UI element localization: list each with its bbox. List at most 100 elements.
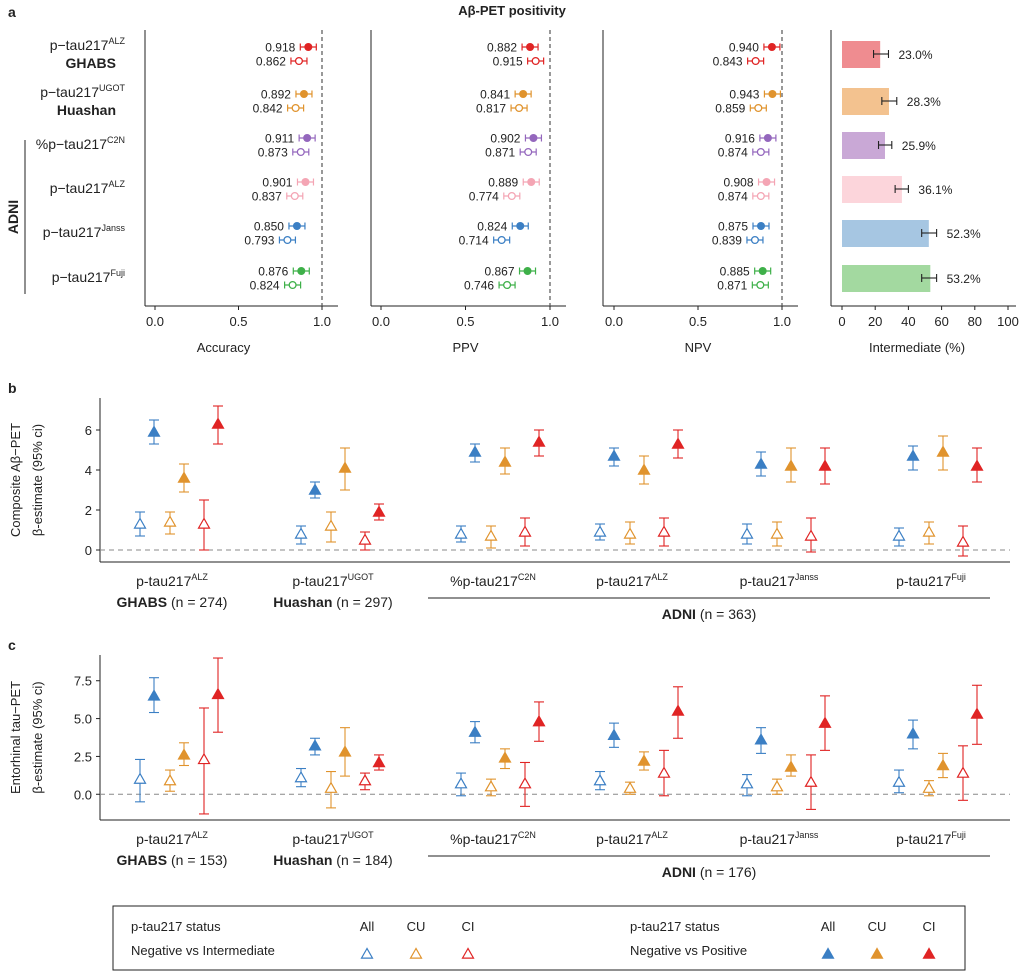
panel-c-ytick-label-3: 7.5 <box>74 674 92 689</box>
value-label: 0.902 <box>490 132 520 146</box>
panel-b-neg_vs_pos-all-5 <box>906 449 920 461</box>
panel-b-neg_vs_pos-ci-2 <box>532 435 546 447</box>
point-open <box>291 103 300 113</box>
row-cohort-1: Huashan <box>57 102 116 118</box>
bar-tick-label-4: 80 <box>968 314 982 329</box>
row-label-4: p−tau217Janss <box>43 223 126 240</box>
value-label: 0.876 <box>258 265 288 279</box>
adni-group-label: ADNI <box>5 200 21 234</box>
value-label: 0.817 <box>476 102 506 116</box>
panel-b-neg_vs_int-ci-2 <box>518 525 532 537</box>
panel-b-neg_vs_pos-all-3 <box>607 449 621 461</box>
panel-b-neg_vs_int-cu-5 <box>922 525 936 537</box>
panel-b-neg_vs_pos-all-0 <box>147 425 161 437</box>
bar-tick-label-2: 40 <box>901 314 915 329</box>
panel-c-group-label-5: p-tau217Fuji <box>896 830 966 847</box>
value-label: 0.889 <box>488 176 518 190</box>
value-label: 0.911 <box>265 132 294 146</box>
panel-b-neg_vs_int-all-2 <box>454 527 468 539</box>
panel-c-neg_vs_pos-ci-3 <box>671 704 685 716</box>
panel-b-letter: b <box>8 380 17 396</box>
panel-c-neg_vs_int-all-0 <box>133 772 147 784</box>
panel-b-ylabel-1: Composite Aβ−PET <box>8 423 23 537</box>
panel-c-neg_vs_int-ci-4 <box>804 775 818 787</box>
panel-b-neg_vs_pos-cu-5 <box>936 445 950 457</box>
panel-c-group-cohort-1: Huashan (n = 184) <box>273 852 392 868</box>
value-label: 0.915 <box>493 55 523 69</box>
panel-b-neg_vs_int-ci-1 <box>358 533 372 545</box>
panel-c-ylabel-2: β-estimate (95% ci) <box>30 681 45 793</box>
panel-c-neg_vs_int-cu-1 <box>324 781 338 793</box>
metric-xlabel-1: PPV <box>452 340 478 355</box>
metric-tick-label-2-2: 1.0 <box>773 314 791 329</box>
panel-b-group-label-2: %p-tau217C2N <box>450 572 536 589</box>
point-filled <box>757 222 765 230</box>
point-open <box>756 280 765 290</box>
panel-b-adni-label: ADNI (n = 363) <box>662 606 757 622</box>
value-label: 0.842 <box>253 102 283 116</box>
metric-tick-label-0-0: 0.0 <box>146 314 164 329</box>
point-filled <box>763 134 772 142</box>
metric-tick-label-1-0: 0.0 <box>372 314 390 329</box>
panel-c-neg_vs_pos-cu-3 <box>637 754 651 766</box>
point-open <box>283 235 292 245</box>
panel-c-neg_vs_int-ci-5 <box>956 766 970 778</box>
panel-c-group-label-3: p-tau217ALZ <box>596 830 668 847</box>
point-filled <box>292 222 301 230</box>
point-open <box>507 191 516 201</box>
value-label: 0.918 <box>265 41 295 55</box>
metric-xlabel-0: Accuracy <box>197 340 251 355</box>
panel-b-neg_vs_int-ci-4 <box>804 529 818 541</box>
legend-status-label-2: p-tau217 status <box>630 919 720 934</box>
panel-c-neg_vs_pos-all-4 <box>754 733 768 745</box>
panel-c-neg_vs_pos-cu-0 <box>177 748 191 760</box>
point-filled <box>529 134 538 142</box>
panel-a-title: Aβ-PET positivity <box>458 3 566 18</box>
value-label: 0.908 <box>724 176 754 190</box>
row-label-0: p−tau217ALZ <box>50 36 126 53</box>
panel-b-group-label-1: p-tau217UGOT <box>292 572 374 589</box>
panel-c-ytick-label-1: 2.5 <box>74 749 92 764</box>
bar-tick-label-1: 20 <box>868 314 882 329</box>
panel-c-neg_vs_pos-ci-4 <box>818 716 832 728</box>
point-filled <box>523 267 532 275</box>
legend-box <box>112 905 966 971</box>
value-label: 0.940 <box>729 41 759 55</box>
panel-a-letter: a <box>8 4 16 20</box>
point-filled <box>301 178 310 186</box>
panel-c-neg_vs_int-all-4 <box>740 776 754 789</box>
panel-b-neg_vs_pos-all-2 <box>468 445 482 457</box>
legend-filled-triangle-cu <box>870 947 884 959</box>
point-open <box>754 103 763 113</box>
panel-b-neg_vs_int-all-1 <box>294 527 308 539</box>
value-label: 0.714 <box>459 234 489 248</box>
panel-b-neg_vs_pos-cu-3 <box>637 463 651 475</box>
value-label: 0.824 <box>250 279 280 293</box>
panel-b-neg_vs_pos-ci-1 <box>372 505 386 517</box>
panel-c-group-label-4: p-tau217Janss <box>740 830 819 847</box>
value-label: 0.793 <box>244 234 274 248</box>
metric-tick-label-0-1: 0.5 <box>229 314 247 329</box>
panel-c-ytick-label-0: 0.0 <box>74 787 92 802</box>
bar-intermediate-5 <box>842 265 931 292</box>
point-open <box>296 147 305 157</box>
panel-c-neg_vs_pos-ci-5 <box>970 707 984 719</box>
point-open <box>750 235 760 245</box>
bar-intermediate-4 <box>842 220 929 247</box>
panel-c-neg_vs_pos-all-2 <box>468 725 482 737</box>
panel-c-neg_vs_int-all-5 <box>892 775 906 787</box>
value-label: 0.862 <box>256 55 286 69</box>
point-filled <box>762 178 771 186</box>
panel-c-neg_vs_pos-cu-5 <box>936 758 950 771</box>
legend-col-a-ci: CI <box>462 919 475 934</box>
panel-b-ytick-label-0: 0 <box>85 543 92 558</box>
point-open <box>531 56 540 66</box>
bar-tick-label-3: 60 <box>934 314 948 329</box>
point-open <box>751 56 760 66</box>
value-label: 0.873 <box>258 146 288 160</box>
panel-b-ytick-label-3: 6 <box>85 423 92 438</box>
panel-b-ytick-label-2: 4 <box>85 463 92 478</box>
legend-col-b-cu: CU <box>868 919 887 934</box>
row-cohort-0: GHABS <box>65 55 116 71</box>
